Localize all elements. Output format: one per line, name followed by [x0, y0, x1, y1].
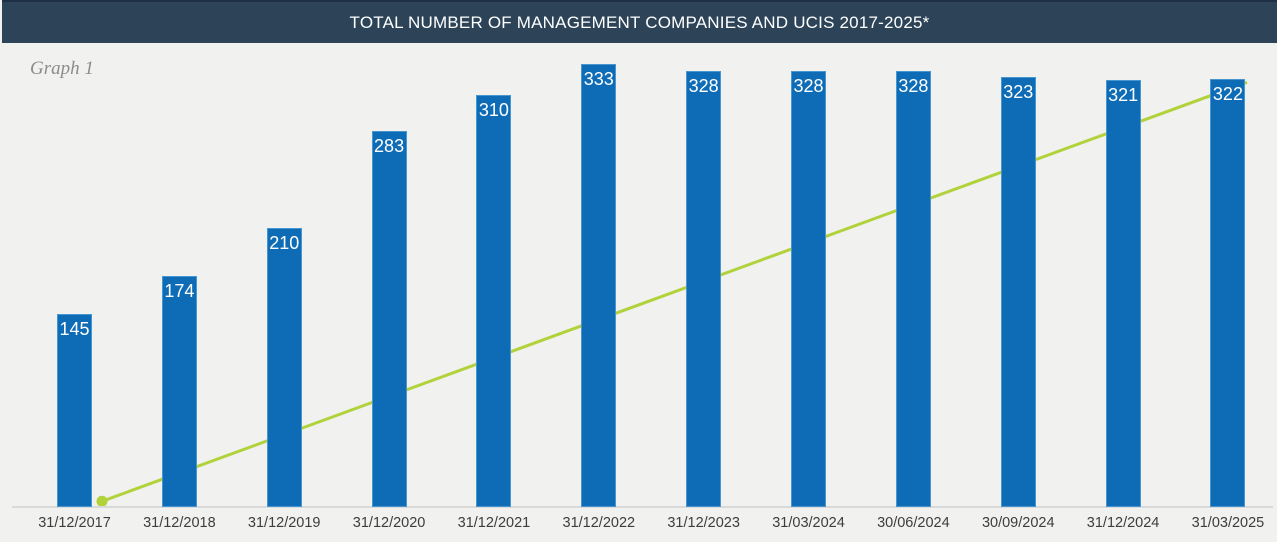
trend-start-dot-icon	[96, 495, 108, 507]
bar-31/12/2018: 174	[161, 276, 197, 507]
x-tick-label: 31/12/2020	[352, 515, 426, 531]
bar-value-label: 322	[1212, 84, 1243, 104]
bar-31/12/2017: 145	[57, 314, 92, 507]
x-tick-label: 31/12/2023	[667, 515, 740, 531]
x-tick-label: 31/12/2021	[457, 515, 531, 531]
bar-31/12/2024: 321	[1105, 80, 1141, 507]
x-axis-line	[12, 506, 1273, 508]
bar-value-label: 145	[59, 319, 90, 339]
x-tick-label: 30/06/2024	[877, 515, 950, 531]
chart-title: TOTAL NUMBER OF MANAGEMENT COMPANIES AND…	[349, 12, 930, 32]
x-tick-label: 31/12/2018	[143, 515, 216, 531]
bar-value-label: 174	[164, 281, 195, 301]
bar-31/12/2022: 333	[581, 64, 617, 507]
bar-31/03/2024: 328	[791, 71, 827, 507]
bar-value-label: 328	[688, 76, 719, 96]
bar-30/06/2024: 328	[895, 71, 931, 507]
bar-value-label: 321	[1108, 85, 1139, 105]
bar-value-label: 328	[793, 76, 824, 96]
bar-31/03/2025: 322	[1210, 79, 1246, 507]
bar-value-label: 210	[269, 233, 300, 253]
bar-31/12/2021: 310	[476, 95, 512, 507]
x-tick-label: 31/12/2017	[38, 515, 111, 531]
x-tick-label: 31/12/2019	[247, 515, 321, 531]
bar-value-label: 333	[583, 69, 614, 89]
bar-30/09/2024: 323	[1000, 77, 1036, 507]
bar-value-label: 323	[1003, 82, 1034, 102]
chart-title-bar: TOTAL NUMBER OF MANAGEMENT COMPANIES AND…	[2, 0, 1277, 43]
bar-value-label: 328	[898, 76, 929, 96]
bar-value-label: 310	[478, 100, 509, 120]
graph-label: Graph 1	[30, 58, 94, 79]
bar-31/12/2023: 328	[686, 71, 722, 507]
x-tick-label: 30/09/2024	[981, 515, 1055, 531]
x-tick-label: 31/12/2022	[562, 515, 636, 531]
bar-value-label: 283	[374, 136, 405, 156]
bar-31/12/2019: 210	[266, 228, 302, 507]
bar-31/12/2020: 283	[371, 131, 407, 507]
x-tick-label: 31/12/2024	[1086, 515, 1160, 531]
x-tick-label: 31/03/2024	[772, 515, 845, 531]
x-tick-label: 31/03/2025	[1191, 515, 1265, 531]
